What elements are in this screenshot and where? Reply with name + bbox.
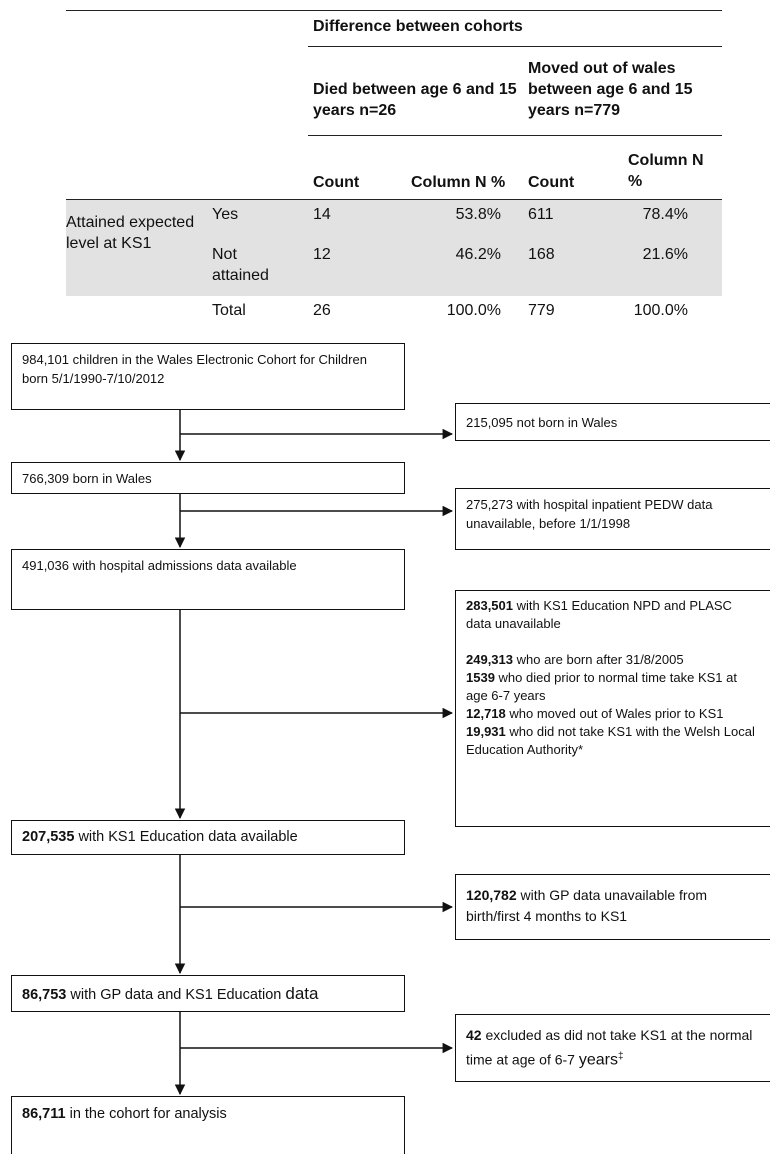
flow-text: with GP data unavailable from birth/firs… bbox=[466, 887, 708, 924]
flow-line: 19,931 who did not take KS1 with the Wel… bbox=[466, 723, 760, 759]
subheader-rule bbox=[308, 135, 722, 136]
cell: 78.4% bbox=[642, 206, 688, 223]
flow-box-all-children: 984,101 children in the Wales Electronic… bbox=[11, 343, 405, 410]
flow-count: 19,931 bbox=[466, 724, 506, 739]
flow-count: 120,782 bbox=[466, 887, 517, 903]
flow-text: who are born after 31/8/2005 bbox=[513, 652, 684, 667]
table-top-rule bbox=[66, 10, 722, 11]
header-bottom-rule bbox=[66, 199, 722, 200]
flow-line: 1539 who died prior to normal time take … bbox=[466, 669, 760, 705]
cell: 21.6% bbox=[642, 246, 688, 263]
flow-text: 275,273 with hospital inpatient PEDW dat… bbox=[466, 497, 713, 531]
flow-text: with KS1 Education data available bbox=[74, 829, 298, 845]
col-group-died: Died between age 6 and 15 years n=26 bbox=[313, 81, 517, 119]
group-header-rule bbox=[308, 46, 722, 47]
footnote-mark: ‡ bbox=[617, 1051, 624, 1062]
flow-count: 86,711 bbox=[22, 1106, 66, 1122]
flow-count: 249,313 bbox=[466, 652, 513, 667]
row-label-not-attained: Not attained bbox=[212, 246, 269, 284]
flow-box-born-in-wales: 766,309 born in Wales bbox=[11, 462, 405, 494]
group-header: Difference between cohorts bbox=[313, 18, 523, 35]
flow-box-hospital-data: 491,036 with hospital admissions data av… bbox=[11, 549, 405, 610]
cell: 12 bbox=[313, 246, 331, 263]
flow-count: 86,753 bbox=[22, 987, 67, 1003]
flow-line: 249,313 who are born after 31/8/2005 bbox=[466, 651, 760, 669]
flow-count: 207,535 bbox=[22, 829, 75, 845]
row-label-yes: Yes bbox=[212, 206, 239, 223]
cell: 14 bbox=[313, 206, 331, 223]
flow-text: with KS1 Education NPD and PLASC data un… bbox=[466, 598, 732, 631]
subheader-count-2: Count bbox=[528, 174, 575, 191]
flow-side-not-normal-time: 42 excluded as did not take KS1 at the n… bbox=[455, 1014, 770, 1082]
flow-text: 766,309 born in Wales bbox=[22, 471, 152, 486]
flow-line: 283,501 with KS1 Education NPD and PLASC… bbox=[466, 597, 760, 633]
row-group-label: Attained expected level at KS1 bbox=[66, 214, 195, 252]
flow-box-ks1-data: 207,535 with KS1 Education data availabl… bbox=[11, 820, 405, 855]
cell: 26 bbox=[313, 302, 331, 319]
flow-text-tail: years bbox=[578, 1051, 618, 1069]
flow-side-gp-unavailable: 120,782 with GP data unavailable from bi… bbox=[455, 874, 770, 940]
cell: 168 bbox=[528, 246, 555, 263]
cell: 100.0% bbox=[633, 302, 688, 319]
flow-text: in the cohort for analysis bbox=[65, 1106, 227, 1122]
subheader-pct-2: Column N % bbox=[628, 152, 704, 190]
cohort-difference-table: Difference between cohorts Died between … bbox=[66, 0, 722, 328]
flow-count: 283,501 bbox=[466, 598, 513, 613]
cell: 611 bbox=[528, 206, 554, 223]
col-group-moved: Moved out of wales between age 6 and 15 … bbox=[528, 60, 693, 119]
flow-text-tail: data bbox=[285, 984, 319, 1003]
shaded-rows bbox=[66, 200, 722, 296]
flow-text: who died prior to normal time take KS1 a… bbox=[466, 670, 737, 703]
flow-side-not-born-in-wales: 215,095 not born in Wales bbox=[455, 403, 770, 441]
flow-text: who did not take KS1 with the Welsh Loca… bbox=[466, 724, 755, 757]
cell: 53.8% bbox=[455, 206, 501, 223]
flow-text: excluded as did not take KS1 at the norm… bbox=[466, 1027, 753, 1068]
cell: 46.2% bbox=[455, 246, 501, 263]
flow-text: with GP data and KS1 Education bbox=[66, 987, 286, 1003]
flow-text: 984,101 children in the Wales Electronic… bbox=[22, 352, 367, 386]
subheader-pct-1: Column N % bbox=[411, 174, 506, 191]
flow-count: 1539 bbox=[466, 670, 495, 685]
row-label-total: Total bbox=[212, 302, 246, 319]
flow-text: who moved out of Wales prior to KS1 bbox=[505, 706, 724, 721]
cell: 100.0% bbox=[446, 302, 501, 319]
cell: 779 bbox=[528, 302, 555, 319]
flow-text: 215,095 not born in Wales bbox=[466, 415, 618, 430]
flow-line: 12,718 who moved out of Wales prior to K… bbox=[466, 705, 760, 723]
flow-box-gp-and-ks1: 86,753 with GP data and KS1 Education da… bbox=[11, 975, 405, 1012]
flow-side-ks1-unavailable: 283,501 with KS1 Education NPD and PLASC… bbox=[455, 590, 770, 827]
flow-box-final-cohort: 86,711 in the cohort for analysis bbox=[11, 1096, 405, 1154]
subheader-count-1: Count bbox=[313, 174, 360, 191]
flow-side-pedw-unavailable: 275,273 with hospital inpatient PEDW dat… bbox=[455, 488, 770, 550]
flow-text: 491,036 with hospital admissions data av… bbox=[22, 558, 297, 573]
flow-count: 12,718 bbox=[466, 706, 506, 721]
flow-count: 42 bbox=[466, 1027, 482, 1043]
